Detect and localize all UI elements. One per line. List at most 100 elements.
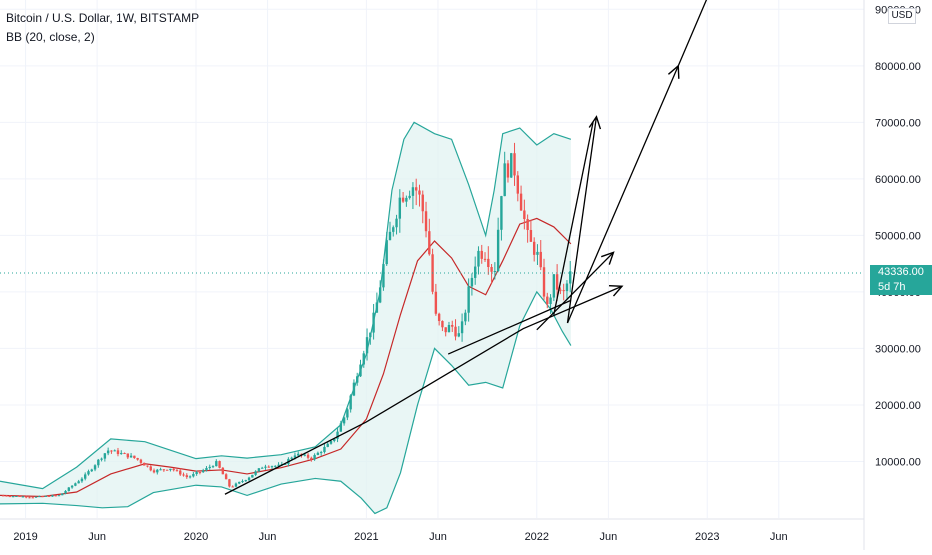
- candle: [434, 291, 438, 314]
- candle: [329, 440, 333, 444]
- candle: [454, 326, 457, 337]
- candle: [162, 469, 166, 471]
- candle: [503, 163, 506, 197]
- candle: [526, 219, 529, 231]
- candle: [146, 465, 149, 467]
- candle: [142, 462, 146, 466]
- candle: [129, 455, 133, 458]
- candle: [126, 453, 130, 458]
- x-tick-label: Jun: [259, 531, 277, 543]
- candle: [87, 471, 90, 475]
- candle: [149, 466, 152, 471]
- candle: [277, 464, 280, 466]
- candle: [74, 483, 77, 486]
- candle: [2, 495, 5, 497]
- x-tick-label: 2020: [184, 531, 208, 543]
- trend-line: [553, 122, 594, 315]
- candle: [152, 470, 156, 473]
- candle: [103, 453, 107, 459]
- candle: [97, 459, 100, 466]
- candle: [441, 320, 444, 328]
- candle: [487, 258, 490, 268]
- candle: [110, 450, 113, 452]
- candle: [428, 231, 431, 255]
- candle: [8, 496, 12, 498]
- candle: [67, 487, 71, 491]
- candle: [552, 274, 556, 298]
- candle: [447, 324, 451, 333]
- candle: [352, 382, 356, 396]
- candle: [562, 290, 565, 292]
- candle: [333, 438, 336, 441]
- candle: [421, 194, 424, 212]
- candle: [424, 211, 428, 232]
- candle: [283, 463, 287, 465]
- candle: [205, 468, 208, 471]
- candle: [323, 446, 326, 453]
- candle: [437, 313, 441, 321]
- candle: [231, 486, 234, 488]
- indicator-title[interactable]: BB (20, close, 2): [6, 30, 95, 44]
- candle: [555, 274, 559, 290]
- candle: [179, 470, 182, 475]
- candle: [61, 493, 64, 496]
- candle: [510, 153, 513, 178]
- candle: [175, 470, 179, 472]
- candle: [415, 187, 418, 191]
- currency-label[interactable]: USD: [888, 8, 916, 24]
- candle: [254, 471, 257, 475]
- symbol-title[interactable]: Bitcoin / U.S. Dollar, 1W, BITSTAMP: [6, 11, 200, 25]
- candle: [542, 267, 546, 297]
- candle: [241, 481, 244, 483]
- candle: [90, 469, 93, 472]
- candle: [169, 468, 172, 471]
- candle: [28, 497, 31, 499]
- candle: [238, 481, 241, 484]
- candle: [116, 450, 120, 455]
- candle: [336, 431, 339, 439]
- candle: [382, 264, 385, 288]
- candle: [372, 312, 375, 333]
- candle: [224, 474, 228, 480]
- candle: [100, 458, 103, 460]
- candle: [405, 197, 408, 202]
- candle: [136, 458, 139, 460]
- candle: [444, 327, 447, 333]
- candle: [165, 469, 169, 471]
- candle: [418, 190, 421, 195]
- candle: [451, 324, 454, 327]
- candle: [218, 461, 221, 468]
- candle: [523, 210, 526, 220]
- candle: [234, 483, 238, 487]
- candle: [362, 353, 365, 365]
- y-tick-label: 20000.00: [875, 400, 921, 412]
- candle: [303, 454, 306, 456]
- arrow-head: [667, 64, 680, 79]
- candle: [18, 496, 21, 498]
- candle: [467, 286, 470, 313]
- candle: [51, 495, 54, 497]
- candle: [398, 197, 402, 219]
- candle: [182, 474, 185, 476]
- candle: [480, 250, 483, 259]
- candle: [188, 476, 192, 478]
- candle: [313, 454, 316, 460]
- candle: [221, 467, 225, 475]
- x-tick-label: Jun: [88, 531, 106, 543]
- candle: [185, 475, 189, 478]
- candle: [38, 496, 41, 498]
- y-tick-label: 80000.00: [875, 61, 921, 73]
- candle: [506, 163, 510, 178]
- candle: [359, 364, 362, 377]
- candle: [257, 468, 261, 472]
- candle: [342, 417, 346, 424]
- candle: [293, 455, 297, 458]
- x-tick-label: 2022: [525, 531, 549, 543]
- candle: [64, 490, 67, 494]
- arrow-head: [588, 115, 602, 130]
- trend-line: [566, 116, 598, 324]
- candle: [306, 454, 310, 458]
- candle: [244, 480, 247, 482]
